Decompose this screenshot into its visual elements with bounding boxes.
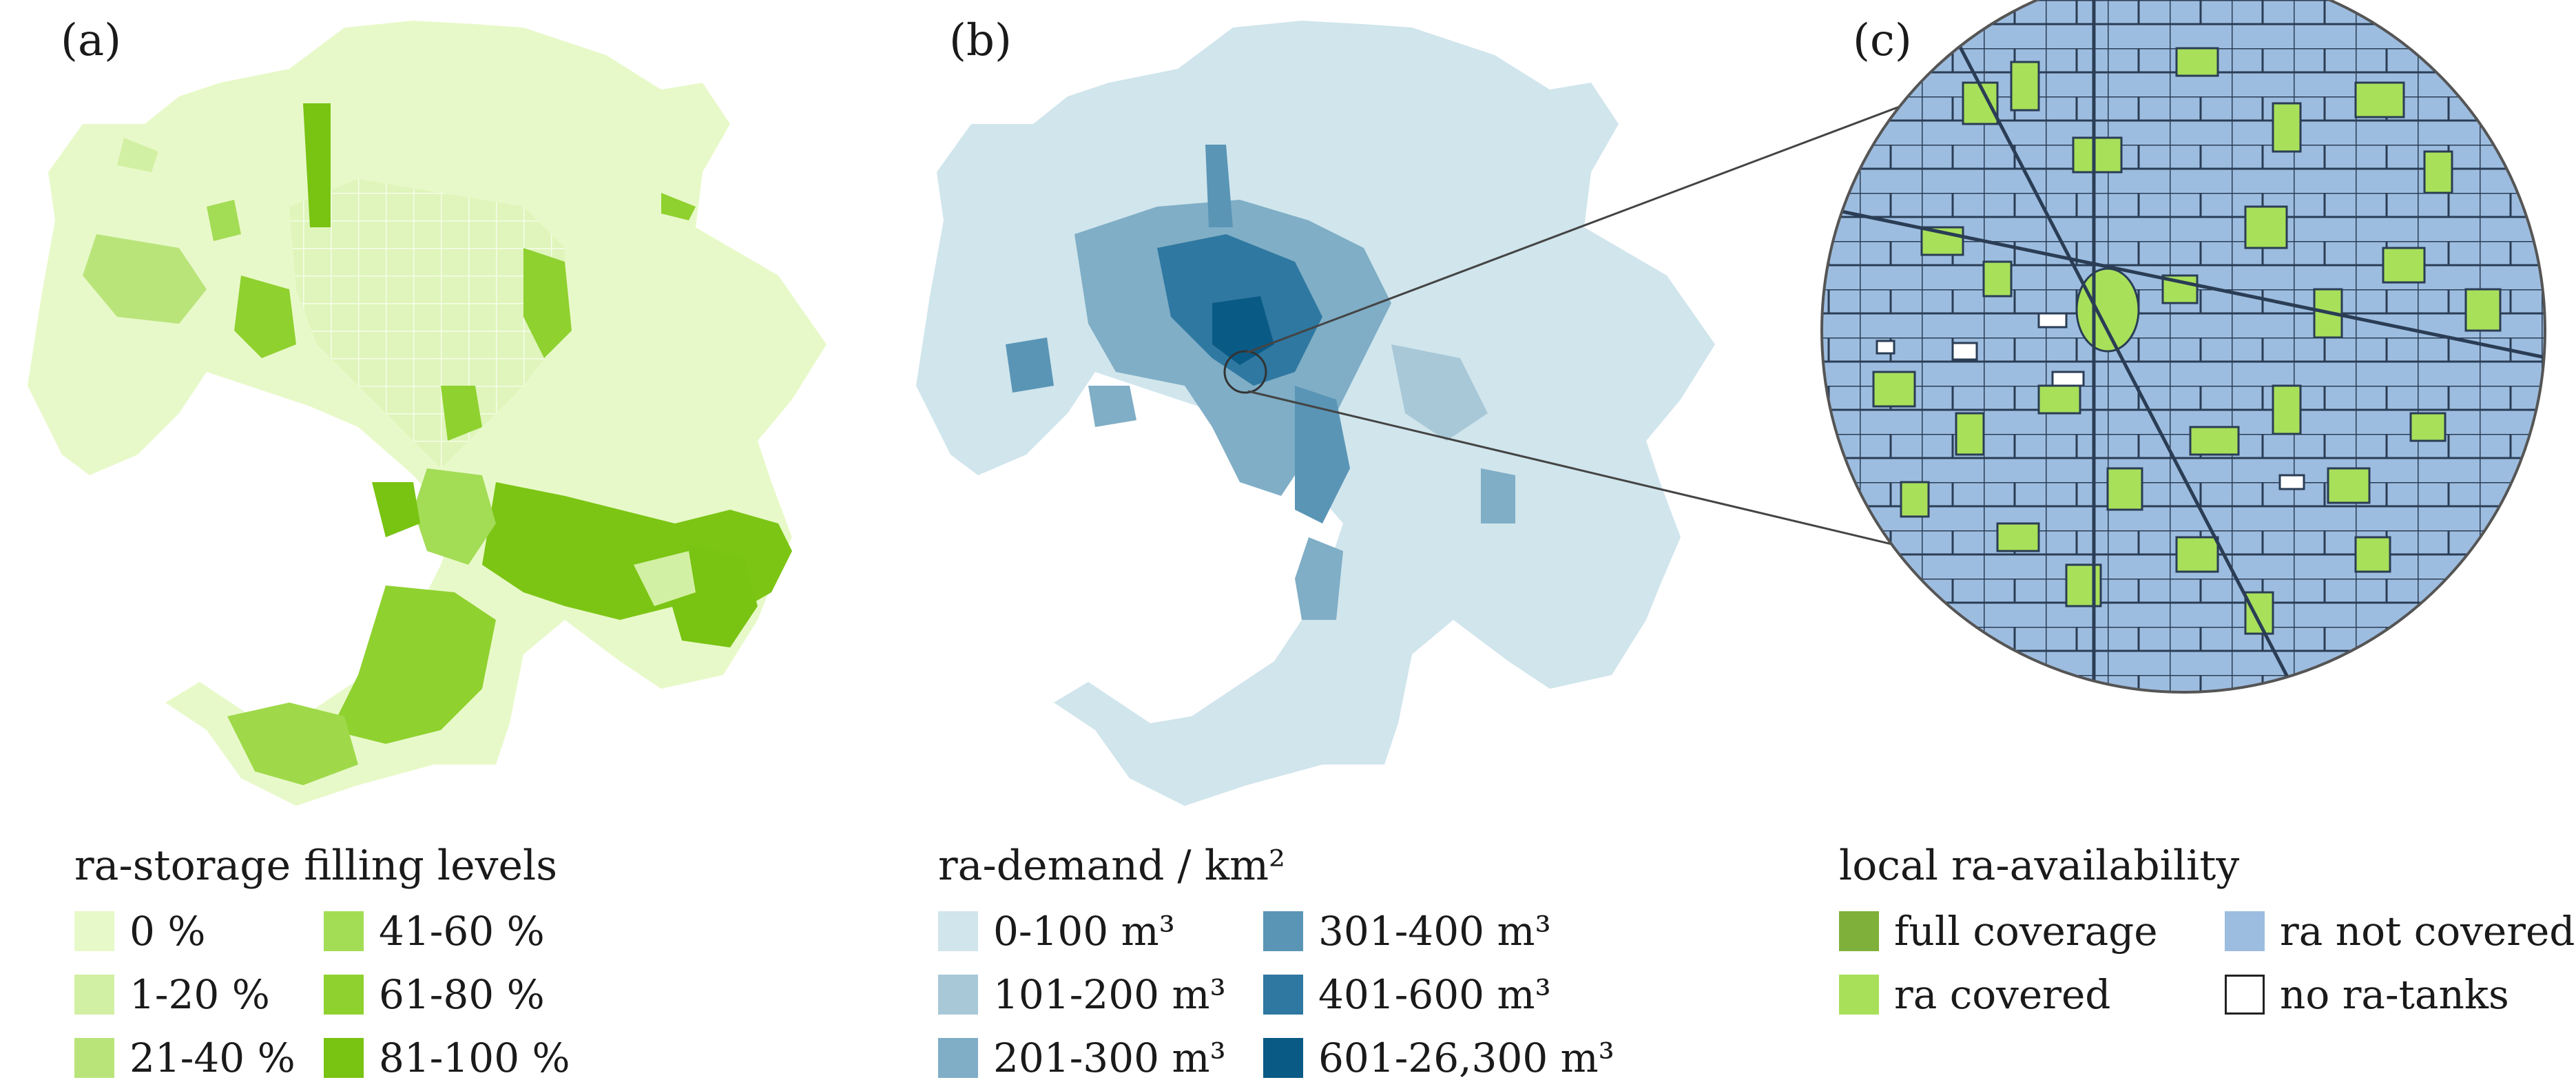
legend-label: 21-40 % [129,1035,295,1081]
legend-b-item: 201-300 m³ [938,1035,1226,1081]
legend-label: 401-600 m³ [1318,971,1551,1018]
legend-swatch [74,1038,114,1078]
legend-swatch [74,975,114,1015]
legend-swatch [938,911,978,951]
legend-a-title: ra-storage filling levels [74,842,557,890]
legend-a-item: 41-60 % [324,908,545,955]
legend-b-item: 0-100 m³ [938,908,1175,955]
legend-label: 61-80 % [379,971,545,1018]
panel-label-a: (a) [61,15,122,66]
legend-b-item: 401-600 m³ [1263,971,1551,1018]
legend-swatch [1839,911,1879,951]
legend-c-item: ra covered [1839,971,2110,1018]
legend-swatch [1263,1038,1303,1078]
legend-a-item: 1-20 % [74,971,270,1018]
legend-swatch [1263,911,1303,951]
legend-a-item: 61-80 % [324,971,545,1018]
legend-b-title: ra-demand / km² [938,842,1286,890]
legend-swatch [938,975,978,1015]
panel-label-c: (c) [1853,15,1912,66]
legend-label: 41-60 % [379,908,545,955]
legend-c-item: full coverage [1839,908,2158,955]
legend-swatch [74,911,114,951]
legend-swatch [2225,911,2265,951]
map-c [1822,0,2545,692]
legend-b-item: 601-26,300 m³ [1263,1035,1614,1081]
legend-label: no ra-tanks [2280,971,2509,1018]
panel-label-b: (b) [949,15,1012,66]
legend-label: full coverage [1894,908,2158,955]
legend-label: 201-300 m³ [993,1035,1226,1081]
legend-swatch [938,1038,978,1078]
legend-label: 301-400 m³ [1318,908,1551,955]
legend-label: 1-20 % [129,971,270,1018]
legend-c-title: local ra-availability [1839,842,2240,890]
legend-label: ra covered [1894,971,2111,1018]
legend-swatch [324,911,364,951]
legend-swatch [324,975,364,1015]
legend-a-item: 81-100 % [324,1035,570,1081]
legend-swatch [324,1038,364,1078]
legend-swatch [1263,975,1303,1015]
legend-c-item: no ra-tanks [2225,971,2509,1018]
legend-label: 0 % [129,908,206,955]
map-a [28,21,827,806]
legend-b-item: 101-200 m³ [938,971,1226,1018]
legend-label: ra not covered [2280,908,2575,955]
legend-label: 0-100 m³ [993,908,1175,955]
legend-a-item: 21-40 % [74,1035,295,1081]
map-b [916,21,1715,806]
legend-swatch [1839,975,1879,1015]
legend-a-item: 0 % [74,908,205,955]
map-c-border [1820,0,2546,694]
legend-label: 601-26,300 m³ [1318,1035,1614,1081]
legend-b-item: 301-400 m³ [1263,908,1551,955]
legend-c-item: ra not covered [2225,908,2575,955]
legend-label: 81-100 % [379,1035,570,1081]
legend-swatch [2225,975,2265,1015]
legend-label: 101-200 m³ [993,971,1226,1018]
